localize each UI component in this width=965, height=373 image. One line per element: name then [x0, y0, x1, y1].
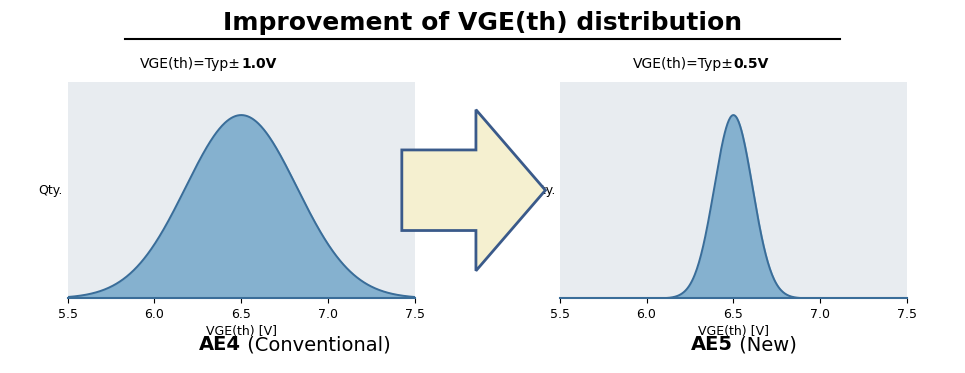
Text: VGE(th)=Typ±: VGE(th)=Typ±	[140, 57, 241, 71]
Polygon shape	[401, 110, 545, 271]
Text: 1.0V: 1.0V	[241, 57, 277, 71]
Text: 0.5V: 0.5V	[733, 57, 769, 71]
Text: AE4: AE4	[199, 335, 241, 354]
Text: VGE(th)=Typ±: VGE(th)=Typ±	[632, 57, 733, 71]
Y-axis label: Qty.: Qty.	[39, 184, 63, 197]
Text: (New): (New)	[733, 335, 797, 354]
Y-axis label: Qty.: Qty.	[531, 184, 555, 197]
Text: Improvement of VGE(th) distribution: Improvement of VGE(th) distribution	[223, 11, 742, 35]
X-axis label: VGE(th) [V]: VGE(th) [V]	[698, 325, 769, 338]
X-axis label: VGE(th) [V]: VGE(th) [V]	[206, 325, 277, 338]
Text: AE5: AE5	[691, 335, 733, 354]
Text: (Conventional): (Conventional)	[241, 335, 391, 354]
